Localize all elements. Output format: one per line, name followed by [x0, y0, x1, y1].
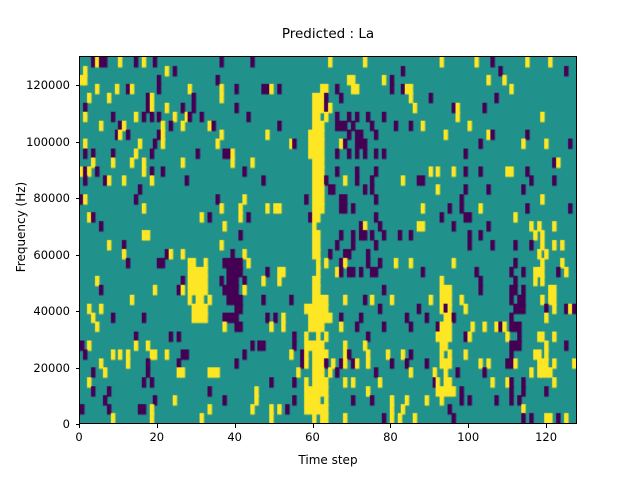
x-tick-mark	[156, 424, 158, 428]
y-tick-label: 120000	[26, 78, 70, 93]
x-tick-mark	[234, 424, 236, 428]
x-tick-label: 40	[227, 430, 242, 444]
heatmap-image	[80, 57, 576, 423]
y-tick-mark	[75, 311, 79, 313]
page-title: Predicted : La	[281, 26, 375, 42]
y-tick-label: 80000	[33, 191, 70, 206]
x-tick-label: 80	[383, 430, 398, 444]
x-tick-label: 0	[75, 430, 83, 444]
y-tick-label: 20000	[33, 360, 70, 375]
y-axis-tick-labels: 0 20000 40000 60000 80000 100000 120000	[0, 0, 70, 480]
x-tick-label: 20	[149, 430, 165, 444]
y-tick-label: 100000	[26, 134, 70, 149]
x-tick-mark	[390, 424, 392, 428]
heatmap-axes[interactable]	[79, 56, 577, 424]
x-axis-label: Time step	[298, 453, 358, 467]
y-tick-mark	[75, 424, 79, 425]
y-tick-mark	[75, 141, 79, 143]
y-tick-mark	[75, 254, 79, 256]
y-tick-label: 60000	[33, 247, 70, 262]
x-tick-label: 100	[457, 430, 480, 444]
x-tick-mark	[546, 424, 548, 428]
x-tick-label: 120	[535, 430, 558, 444]
y-tick-label: 40000	[33, 304, 70, 319]
x-tick-mark	[79, 424, 80, 428]
y-tick-mark	[75, 85, 79, 87]
x-tick-label: 60	[305, 430, 320, 444]
x-tick-mark	[312, 424, 314, 428]
y-tick-mark	[75, 367, 79, 369]
y-tick-mark	[75, 198, 79, 200]
x-tick-mark	[468, 424, 470, 428]
y-tick-label: 0	[62, 417, 70, 431]
y-axis-label: Frequency (Hz)	[14, 181, 28, 273]
